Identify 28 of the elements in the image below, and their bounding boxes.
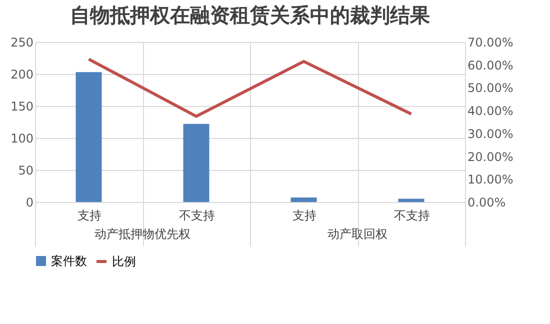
bar <box>183 124 210 202</box>
y2-tick-label: 70.00% <box>468 36 514 50</box>
text: 动产取回权 <box>328 227 388 241</box>
x-tick-label: 不支持 <box>394 208 430 222</box>
y2-tick-label: 40.00% <box>468 104 514 118</box>
bar <box>398 198 424 202</box>
y-tick-label: 200 <box>10 68 34 82</box>
y2-tick-label: 20.00% <box>468 150 514 164</box>
y-tick-label: 250 <box>10 36 34 50</box>
y-tick-label: 50 <box>18 164 34 178</box>
bar <box>76 72 102 202</box>
x-tick-label: 不支持 <box>178 208 215 222</box>
y2-tick-label: 10.00% <box>468 172 514 187</box>
y2-tick-label: 0.00% <box>468 196 506 210</box>
y2-tick-label: 60.00% <box>468 58 514 72</box>
bar <box>290 198 317 202</box>
legend-label: 案件数 <box>51 254 87 268</box>
text: 动产抵押物优先权 <box>94 227 190 241</box>
x-tick-label: 支持 <box>292 208 316 222</box>
y-tick-label: 0 <box>26 196 34 210</box>
y2-tick-label: 50.00% <box>468 81 514 96</box>
chart-title: 自物抵押权在融资租赁关系中的裁判结果 <box>70 3 431 27</box>
y-tick-label: 150 <box>10 100 34 114</box>
x-tick-label: 支持 <box>77 208 102 222</box>
legend-label: 比例 <box>112 254 136 268</box>
y-tick-label: 100 <box>10 132 34 146</box>
y2-tick-label: 30.00% <box>468 126 514 141</box>
line-series <box>87 58 413 118</box>
